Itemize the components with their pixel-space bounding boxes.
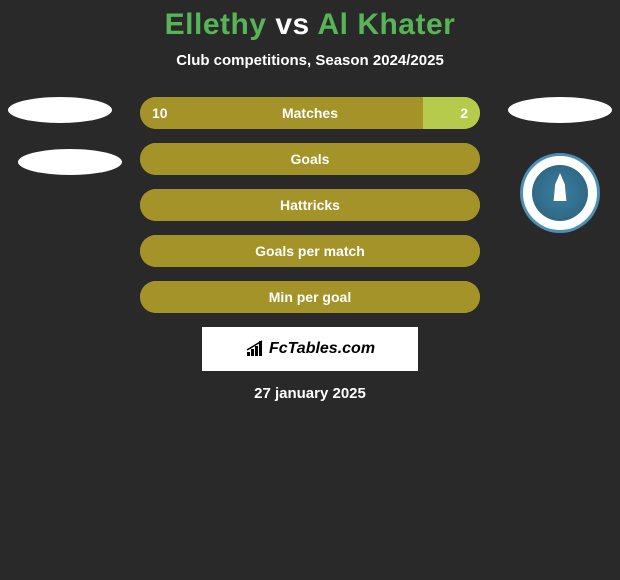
bar-label: Hattricks <box>140 189 480 221</box>
bar-label: Min per goal <box>140 281 480 313</box>
left-club-placeholder <box>18 149 122 175</box>
stat-bar: Matches10 2 <box>140 97 480 129</box>
stat-bar: Hattricks <box>140 189 480 221</box>
watermark: FcTables.com <box>202 327 418 371</box>
right-player-placeholder <box>508 97 612 123</box>
comparison-area: Matches10 2 Goals Hattricks Goals per match M… <box>0 97 620 313</box>
date-text: 27 january 2025 <box>0 385 620 402</box>
title-player1: Ellethy <box>165 8 267 41</box>
bar-label: Goals <box>140 143 480 175</box>
title-vs: vs <box>275 8 309 41</box>
bars-container: Matches10 2 Goals Hattricks Goals per match M… <box>140 97 480 313</box>
subtitle: Club competitions, Season 2024/2025 <box>0 52 620 69</box>
stat-bar: Goals <box>140 143 480 175</box>
chart-icon <box>245 340 265 358</box>
page-title: Ellethy vs Al Khater <box>0 0 620 42</box>
stat-bar: Min per goal <box>140 281 480 313</box>
bar-value-left: 10 <box>152 97 168 129</box>
club-logo-icon <box>532 165 588 221</box>
right-club-logo <box>520 153 600 233</box>
left-player-placeholder <box>8 97 112 123</box>
bar-label: Goals per match <box>140 235 480 267</box>
stat-bar: Goals per match <box>140 235 480 267</box>
title-player2: Al Khater <box>317 8 455 41</box>
bar-value-right: 2 <box>460 97 468 129</box>
bar-label: Matches <box>140 97 480 129</box>
watermark-text: FcTables.com <box>269 340 375 358</box>
